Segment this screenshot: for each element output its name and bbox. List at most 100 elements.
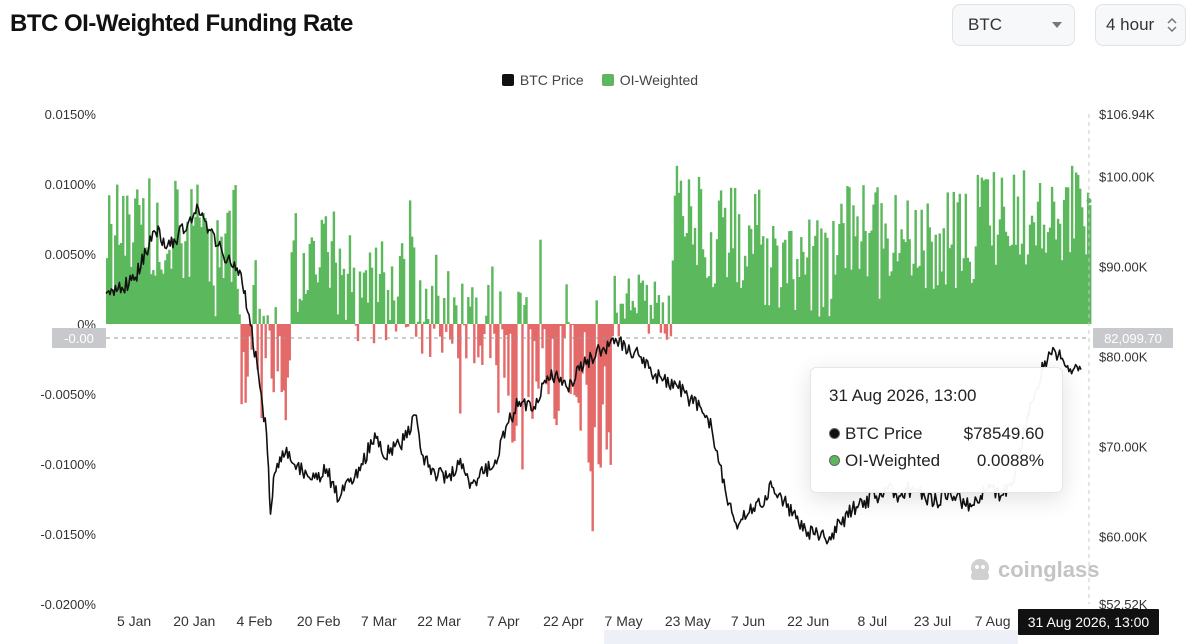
funding-bar	[940, 271, 943, 324]
funding-bar	[689, 206, 693, 324]
funding-bar	[685, 233, 689, 324]
funding-bar	[1058, 223, 1062, 324]
funding-bar	[396, 296, 400, 324]
funding-bar	[549, 324, 552, 380]
funding-bar	[428, 324, 432, 357]
funding-bar	[144, 252, 147, 324]
funding-bar	[898, 252, 901, 324]
funding-bar	[673, 195, 677, 324]
funding-bar	[958, 193, 962, 324]
funding-bar	[192, 225, 195, 324]
funding-bar	[796, 258, 799, 324]
funding-bar	[968, 261, 972, 324]
funding-bar	[491, 266, 494, 324]
funding-bar	[629, 310, 633, 324]
funding-bar	[639, 282, 643, 324]
funding-bar	[619, 303, 622, 324]
funding-bar	[665, 324, 669, 340]
funding-bar	[248, 324, 251, 337]
funding-bar	[643, 300, 647, 324]
legend-item-oi-weighted[interactable]: OI-Weighted	[601, 72, 698, 88]
funding-bar	[1022, 170, 1026, 324]
funding-bar	[372, 324, 376, 344]
funding-bar	[1048, 227, 1052, 324]
funding-bar	[503, 324, 506, 378]
funding-bar	[1028, 224, 1032, 324]
funding-bar	[188, 276, 191, 324]
funding-bar	[874, 192, 877, 324]
funding-bar	[148, 178, 151, 324]
funding-bar	[834, 274, 837, 324]
coin-select[interactable]: BTC	[952, 4, 1075, 46]
funding-bar	[944, 284, 947, 324]
tooltip-title: 31 Aug 2026, 13:00	[829, 386, 977, 405]
funding-bar	[368, 252, 372, 324]
funding-bar	[495, 324, 498, 366]
funding-bar	[894, 195, 897, 324]
oi-weighted-hover-point	[1086, 198, 1092, 204]
funding-bar	[264, 324, 267, 359]
funding-bar	[776, 245, 779, 324]
interval-select[interactable]: 4 hour	[1095, 4, 1186, 46]
funding-bar	[1040, 248, 1044, 324]
funding-bar	[669, 324, 673, 337]
funding-bar	[394, 324, 398, 332]
funding-bar	[812, 245, 815, 324]
funding-bar	[591, 324, 594, 532]
funding-bar	[633, 307, 637, 324]
funding-bar	[190, 189, 193, 324]
funding-bar	[1078, 188, 1082, 324]
funding-bar	[886, 238, 889, 324]
funding-bar	[822, 306, 825, 324]
funding-bar	[376, 302, 380, 324]
funding-bar	[364, 270, 368, 324]
funding-bar	[589, 324, 592, 472]
funding-bar	[691, 244, 695, 324]
funding-bar	[240, 324, 243, 405]
funding-bar	[687, 179, 691, 324]
coin-select-value: BTC	[968, 15, 1002, 34]
funding-bar	[1006, 236, 1010, 324]
funding-bar	[348, 235, 352, 324]
up-down-chevron-icon	[1167, 18, 1177, 32]
left-axis-tick-label: -0.0200%	[40, 597, 96, 612]
funding-bar	[798, 276, 801, 324]
funding-bar	[755, 224, 759, 324]
funding-bar	[1018, 254, 1022, 324]
funding-bar	[593, 324, 596, 428]
funding-bar	[992, 172, 996, 324]
right-axis-tick-label: $106.94K	[1099, 107, 1155, 122]
funding-bar	[671, 260, 675, 324]
funding-bar	[914, 209, 917, 324]
funding-bar	[711, 287, 715, 324]
funding-bar	[721, 217, 725, 324]
funding-bar	[707, 276, 711, 324]
funding-bar	[709, 232, 713, 324]
funding-bar	[1000, 177, 1004, 324]
funding-bar	[573, 324, 576, 396]
funding-bar	[272, 324, 275, 393]
funding-bar	[764, 304, 767, 324]
funding-bar	[810, 310, 813, 324]
legend-item-btc-price[interactable]: BTC Price	[501, 72, 584, 88]
funding-bar	[784, 239, 787, 324]
right-axis-tick-label: $80.00K	[1099, 350, 1148, 365]
funding-bar	[1068, 252, 1072, 324]
funding-bar	[459, 324, 462, 414]
funding-bar	[1070, 165, 1074, 324]
funding-bar	[729, 187, 733, 324]
funding-bar	[200, 227, 203, 324]
funding-bar	[108, 195, 111, 324]
funding-bar	[314, 274, 318, 324]
funding-bar	[302, 253, 306, 324]
funding-bar	[565, 284, 568, 324]
funding-bar	[471, 287, 474, 324]
funding-bar	[768, 305, 771, 324]
funding-bar	[110, 224, 113, 324]
funding-bar	[130, 266, 133, 324]
right-axis-tick-label: $60.00K	[1099, 530, 1148, 545]
funding-bar	[138, 205, 141, 324]
funding-bar	[338, 248, 342, 324]
left-axis-tick-label: -0.0050%	[40, 387, 96, 402]
